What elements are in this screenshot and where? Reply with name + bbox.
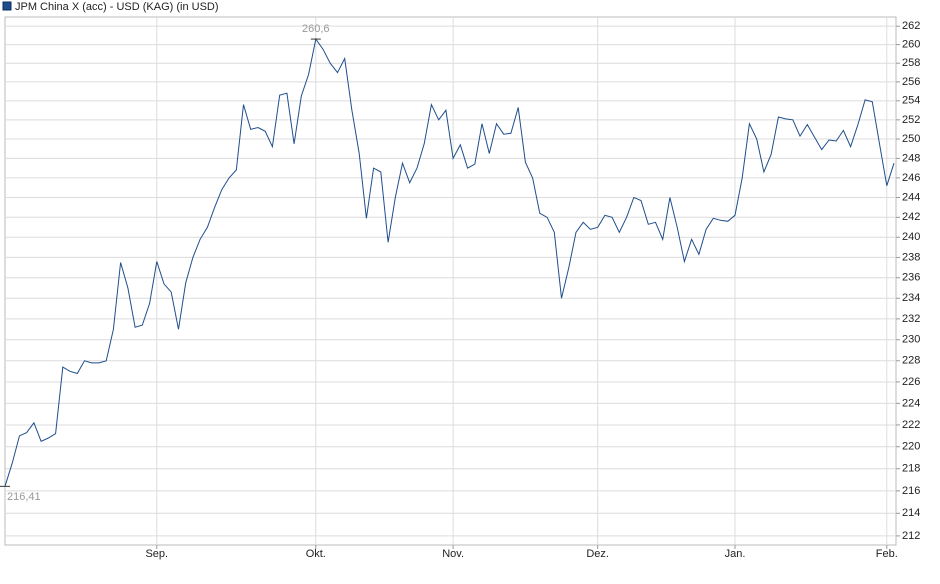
y-tick-label: 230 [902, 334, 920, 346]
y-tick-label: 220 [902, 441, 920, 453]
price-line [4, 37, 895, 487]
y-tick-label: 218 [902, 463, 920, 475]
x-tick-label: Dez. [586, 548, 609, 560]
y-tick-label: 254 [902, 95, 920, 107]
y-tick-label: 238 [902, 251, 920, 263]
value-label: 216,41 [7, 491, 41, 503]
y-tick-label: 214 [902, 507, 920, 519]
y-tick-label: 226 [902, 376, 920, 388]
y-tick-label: 234 [902, 292, 920, 304]
value-label: 260,6 [302, 23, 330, 35]
y-tick-label: 228 [902, 355, 920, 367]
y-tick-label: 248 [902, 152, 920, 164]
y-tick-label: 252 [902, 114, 920, 126]
x-tick-label: Nov. [442, 548, 464, 560]
y-tick-label: 260 [902, 39, 920, 51]
x-tick-label: Okt. [306, 548, 326, 560]
legend-swatch [2, 1, 12, 11]
y-tick-label: 240 [902, 231, 920, 243]
y-tick-label: 232 [902, 313, 920, 325]
x-tick-label: Sep. [145, 548, 168, 560]
y-tick-label: 246 [902, 172, 920, 184]
y-tick-label: 244 [902, 191, 920, 203]
x-tick-label: Feb. [876, 548, 898, 560]
y-tick-label: 224 [902, 397, 920, 409]
y-tick-label: 236 [902, 272, 920, 284]
y-tick-label: 258 [902, 57, 920, 69]
legend-label: JPM China X (acc) - USD (KAG) (in USD) [15, 1, 219, 13]
y-tick-label: 250 [902, 133, 920, 145]
y-tick-label: 262 [902, 20, 920, 32]
plot-area [4, 16, 897, 546]
y-tick-label: 256 [902, 76, 920, 88]
y-tick-label: 242 [902, 211, 920, 223]
y-tick-label: 212 [902, 530, 920, 542]
y-tick-label: 216 [902, 485, 920, 497]
y-tick-label: 222 [902, 419, 920, 431]
x-tick-label: Jan. [725, 548, 746, 560]
